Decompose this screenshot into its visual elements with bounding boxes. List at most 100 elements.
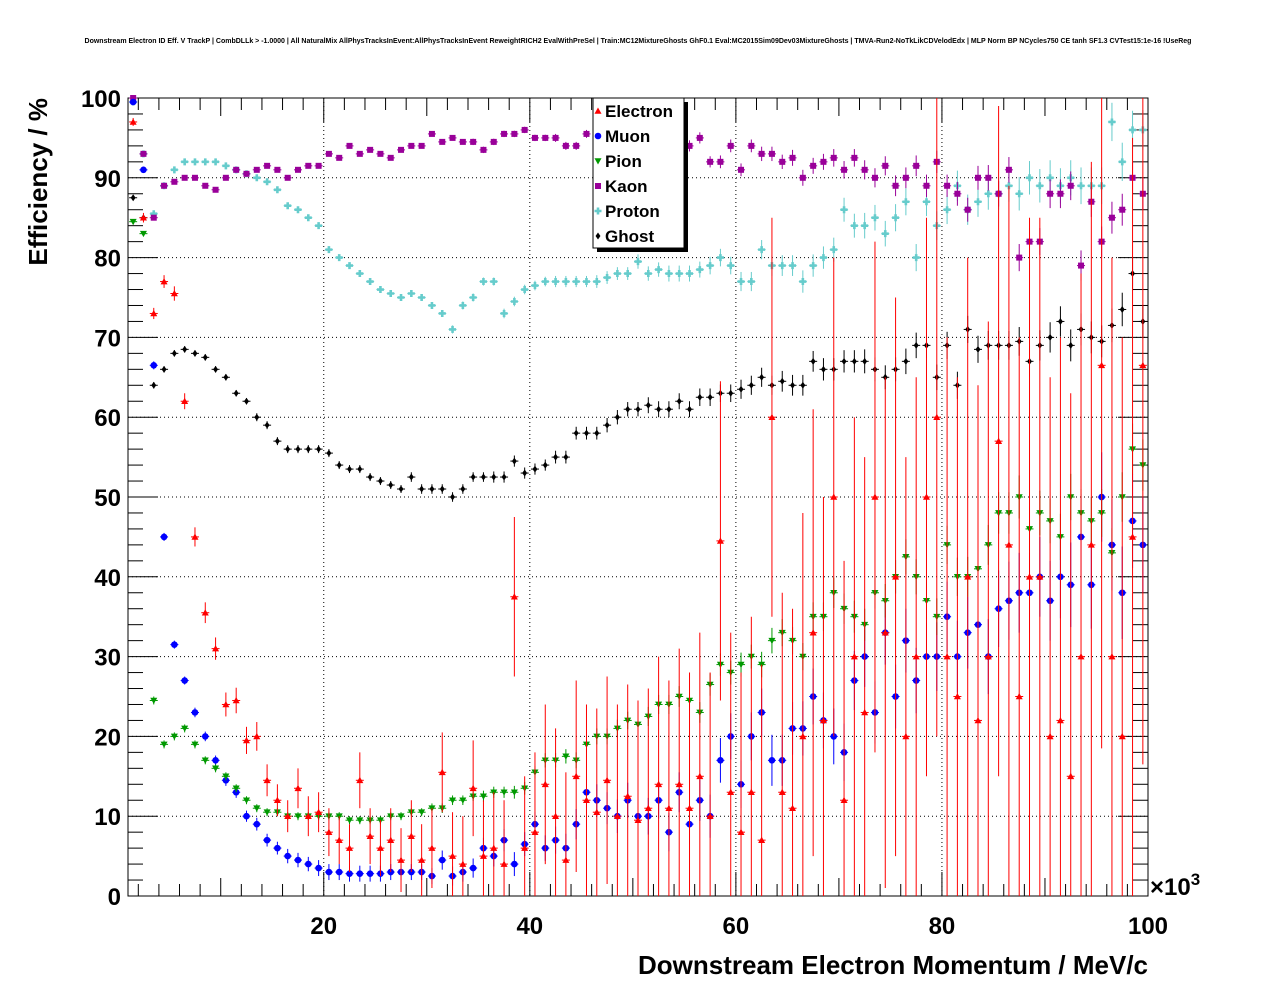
electron-point [407, 832, 415, 839]
ghost-point [563, 453, 569, 461]
x-multiplier: ×103 [1150, 870, 1200, 901]
proton-point [531, 282, 539, 290]
y-axis-title: Efficiency / % [23, 98, 53, 266]
kaon-point [841, 166, 848, 173]
ghost-point [800, 381, 806, 389]
proton-point [1015, 190, 1023, 198]
muon-point [315, 864, 322, 872]
legend: Electron Muon Pion Kaon Proton Ghost [592, 97, 688, 252]
electron-point [263, 776, 271, 784]
kaon-point [480, 146, 487, 153]
electron-point [902, 732, 910, 740]
kaon-point [1119, 206, 1126, 213]
proton-point [1077, 182, 1085, 190]
muon-point [191, 709, 199, 716]
legend-marker-proton [594, 207, 602, 215]
proton-point [1129, 126, 1137, 134]
y-tick-label: 40 [94, 565, 121, 592]
muon-point [129, 98, 137, 106]
electron-point [191, 533, 199, 540]
ghost-point [697, 393, 703, 401]
x-tick-label: 100 [1128, 913, 1168, 940]
legend-label-proton: Proton [605, 202, 660, 221]
ghost-point [491, 473, 497, 481]
kaon-point [861, 166, 868, 173]
electron-point [490, 844, 498, 851]
electron-point [521, 844, 529, 851]
pion-point [346, 817, 354, 824]
grid-lines [128, 98, 1148, 896]
electron-point [428, 844, 436, 851]
y-tick-label: 70 [94, 325, 121, 352]
legend-marker-muon [594, 132, 602, 140]
proton-point [840, 206, 848, 214]
y-tick-label: 80 [94, 246, 121, 273]
ghost-point [481, 473, 486, 481]
kaon-point [975, 174, 981, 181]
proton-point [758, 246, 766, 254]
ghost-point [223, 373, 229, 381]
ghost-point [821, 365, 826, 373]
ghost-point [398, 485, 404, 493]
kaon-point [336, 154, 343, 161]
proton-point [510, 297, 518, 305]
kaon-point [171, 178, 178, 185]
muon-point [171, 641, 178, 648]
electron-point [253, 732, 261, 740]
kaon-point [150, 214, 157, 221]
muon-point [140, 166, 147, 174]
electron-point [727, 788, 735, 796]
x-tick-label: 20 [310, 913, 337, 940]
ghost-point [357, 465, 363, 473]
ghost-point [656, 405, 662, 413]
ghost-point [295, 445, 301, 453]
electron-point [634, 816, 642, 823]
ghost-point [213, 365, 219, 373]
proton-point [418, 294, 426, 302]
muon-point [325, 868, 333, 876]
kaon-point [501, 130, 508, 137]
ghost-point [429, 485, 435, 493]
proton-point [902, 198, 910, 206]
proton-point [974, 198, 982, 206]
ghost-point [975, 345, 981, 353]
ghost-point [1068, 341, 1074, 349]
legend-label-ghost: Ghost [605, 227, 654, 246]
y-tick-label: 90 [94, 166, 121, 193]
kaon-point [1078, 262, 1085, 269]
electron-point [562, 856, 570, 863]
y-tick-label: 100 [81, 86, 121, 113]
proton-point [449, 325, 457, 333]
y-tick-label: 0 [108, 884, 121, 911]
electron-point [397, 856, 405, 863]
x-tick-label: 80 [929, 913, 956, 940]
kaon-point [882, 162, 889, 169]
x-axis-title: Downstream Electron Momentum / MeV/c [638, 950, 1148, 980]
kaon-point [181, 174, 188, 181]
ghost-point [594, 429, 600, 437]
kaon-point [1108, 214, 1115, 221]
proton-point [644, 270, 652, 278]
electron-point [356, 776, 364, 784]
ghost-point [759, 373, 765, 381]
ghost-point [790, 381, 795, 389]
electron-point [819, 716, 827, 724]
electron-point [665, 804, 673, 812]
electron-point [139, 214, 147, 221]
proton-point [830, 246, 838, 254]
electron-point [500, 860, 508, 867]
electron-point [716, 537, 724, 544]
kaon-point [212, 186, 219, 193]
kaon-point [315, 162, 322, 169]
electron-point [830, 493, 838, 500]
y-tick-label: 10 [94, 804, 121, 831]
tick-labels: 0 10 20 30 40 50 60 70 80 90 100 20 40 60 80 100 [81, 86, 1168, 940]
proton-point [922, 198, 930, 206]
proton-point [469, 294, 477, 302]
ghost-point [573, 429, 579, 437]
electron-point [1108, 653, 1116, 660]
ghost-point [347, 465, 352, 473]
ghost-point [470, 473, 476, 481]
kaon-point [1067, 182, 1074, 189]
ghost-point [728, 389, 734, 397]
